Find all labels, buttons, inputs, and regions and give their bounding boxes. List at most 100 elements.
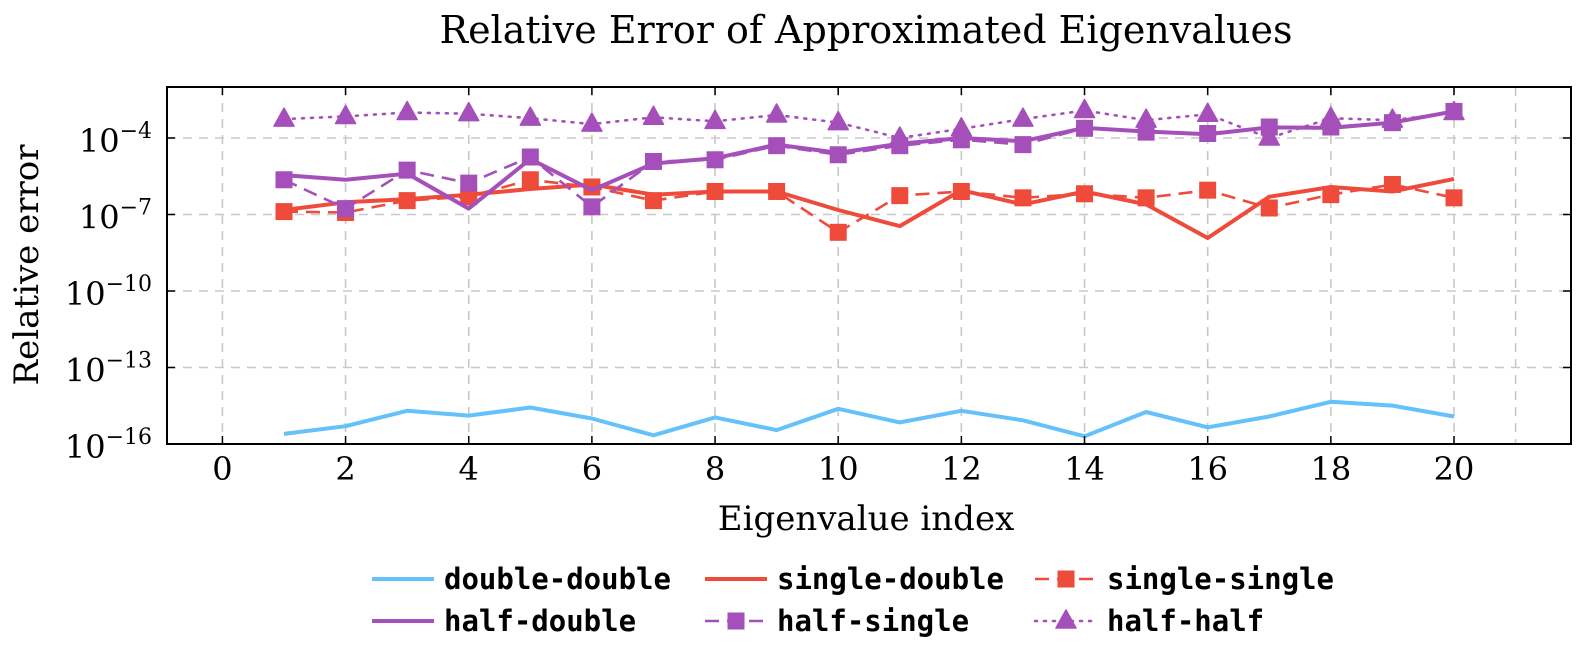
x-axis-ticks: 0 2 4 6 8 10 12 14 16 18 20	[212, 87, 1474, 488]
data-point-single-single	[829, 223, 847, 241]
legend-label: half-single	[777, 604, 969, 638]
data-point-half-half	[642, 105, 665, 126]
y-tick-label: 10−7	[79, 196, 152, 237]
legend-item-half-single: half-single	[705, 604, 969, 638]
y-axis-label: Relative error	[7, 144, 47, 386]
data-point-half-half	[1012, 107, 1034, 127]
legend-item-half-half: half-half	[1033, 604, 1264, 638]
x-tick-label: 14	[1064, 450, 1105, 488]
data-point-single-single	[706, 182, 724, 200]
chart-title: Relative Error of Approximated Eigenvalu…	[439, 8, 1292, 52]
x-tick-label: 16	[1187, 450, 1228, 488]
data-point-single-single	[1014, 189, 1032, 207]
x-tick-label: 12	[941, 450, 982, 488]
plot-area	[273, 98, 1465, 439]
data-point-half-single	[1076, 119, 1094, 137]
y-tick-base: 10	[65, 275, 106, 313]
data-point-half-single	[768, 137, 786, 155]
series-single-double	[283, 176, 1455, 240]
data-point-half-half	[889, 126, 911, 146]
data-point-half-half	[950, 117, 973, 137]
data-point-half-single	[337, 200, 355, 218]
data-point-single-single	[1076, 185, 1094, 203]
data-point-half-single	[398, 161, 416, 179]
legend-marker	[1055, 609, 1077, 629]
x-tick-label: 6	[582, 450, 602, 488]
series-line-single-double	[283, 176, 1455, 240]
data-point-half-half	[1258, 126, 1281, 146]
data-point-half-half	[334, 104, 357, 125]
data-point-half-single	[583, 198, 601, 216]
legend-marker	[1057, 570, 1075, 588]
data-point-single-single	[1383, 176, 1401, 194]
legend-label: half-half	[1107, 604, 1264, 638]
data-point-half-single	[1199, 125, 1217, 143]
y-tick-label: 10−16	[65, 425, 152, 466]
legend-item-single-single: single-single	[1035, 562, 1334, 596]
y-tick-label: 10−10	[65, 272, 152, 313]
y-tick-exponent: −10	[106, 272, 152, 297]
data-point-single-single	[768, 182, 786, 200]
data-point-single-single	[398, 192, 416, 210]
legend-marker	[727, 612, 745, 630]
data-point-half-half	[273, 107, 295, 127]
data-point-single-single	[1137, 189, 1155, 207]
data-point-half-half	[1196, 102, 1219, 123]
legend-label: single-single	[1107, 562, 1334, 596]
legend-item-single-double: single-double	[705, 562, 1004, 596]
data-point-half-half	[581, 112, 603, 132]
data-point-half-single	[644, 152, 662, 170]
data-point-single-single	[644, 192, 662, 210]
x-tick-label: 18	[1310, 450, 1351, 488]
y-tick-exponent: −4	[120, 119, 152, 144]
y-tick-base: 10	[65, 428, 106, 466]
x-tick-label: 0	[212, 450, 232, 488]
data-point-single-single	[952, 182, 970, 200]
data-point-half-single	[275, 171, 293, 189]
data-point-half-single	[460, 174, 478, 192]
data-point-half-half	[704, 109, 726, 130]
legend: double-double single-double single-single h…	[372, 562, 1334, 638]
legend-item-half-double: half-double	[372, 604, 636, 638]
series-line-double-double	[283, 399, 1455, 439]
legend-label: double-double	[444, 562, 671, 596]
data-point-half-half	[519, 106, 542, 126]
x-tick-label: 2	[335, 450, 355, 488]
x-axis-label: Eigenvalue index	[718, 499, 1015, 539]
legend-item-double-double: double-double	[372, 562, 671, 596]
data-point-half-single	[829, 146, 847, 164]
data-point-single-single	[275, 203, 293, 221]
series-single-single	[275, 171, 1463, 241]
legend-label: half-double	[444, 604, 636, 638]
data-point-half-single	[1014, 136, 1032, 154]
data-point-half-half	[1443, 100, 1465, 121]
data-point-single-single	[1322, 186, 1340, 204]
data-point-half-single	[706, 151, 724, 169]
x-tick-label: 10	[818, 450, 859, 488]
data-point-half-half	[827, 110, 849, 131]
data-point-half-half	[1381, 108, 1404, 128]
y-tick-exponent: −13	[106, 349, 152, 374]
data-point-half-single	[521, 148, 539, 166]
y-tick-exponent: −7	[120, 196, 152, 221]
data-point-single-single	[1445, 189, 1463, 207]
data-point-single-single	[1199, 181, 1217, 199]
y-tick-base: 10	[79, 199, 120, 237]
series-double-double	[283, 399, 1455, 439]
y-tick-base: 10	[65, 352, 106, 390]
data-point-single-single	[521, 171, 539, 189]
grid	[167, 87, 1571, 444]
plot-frame	[166, 86, 1572, 445]
x-tick-label: 20	[1434, 450, 1475, 488]
data-point-half-half	[765, 103, 788, 123]
data-point-half-half	[396, 100, 418, 121]
data-point-half-half	[1135, 108, 1157, 128]
x-tick-label: 8	[705, 450, 725, 488]
series-line-half-half	[282, 109, 1456, 140]
series-line-single-single	[283, 178, 1455, 234]
data-point-half-half	[1073, 98, 1096, 119]
series-half-half	[273, 98, 1465, 146]
legend-label: single-double	[777, 562, 1004, 596]
data-point-single-single	[891, 187, 909, 205]
